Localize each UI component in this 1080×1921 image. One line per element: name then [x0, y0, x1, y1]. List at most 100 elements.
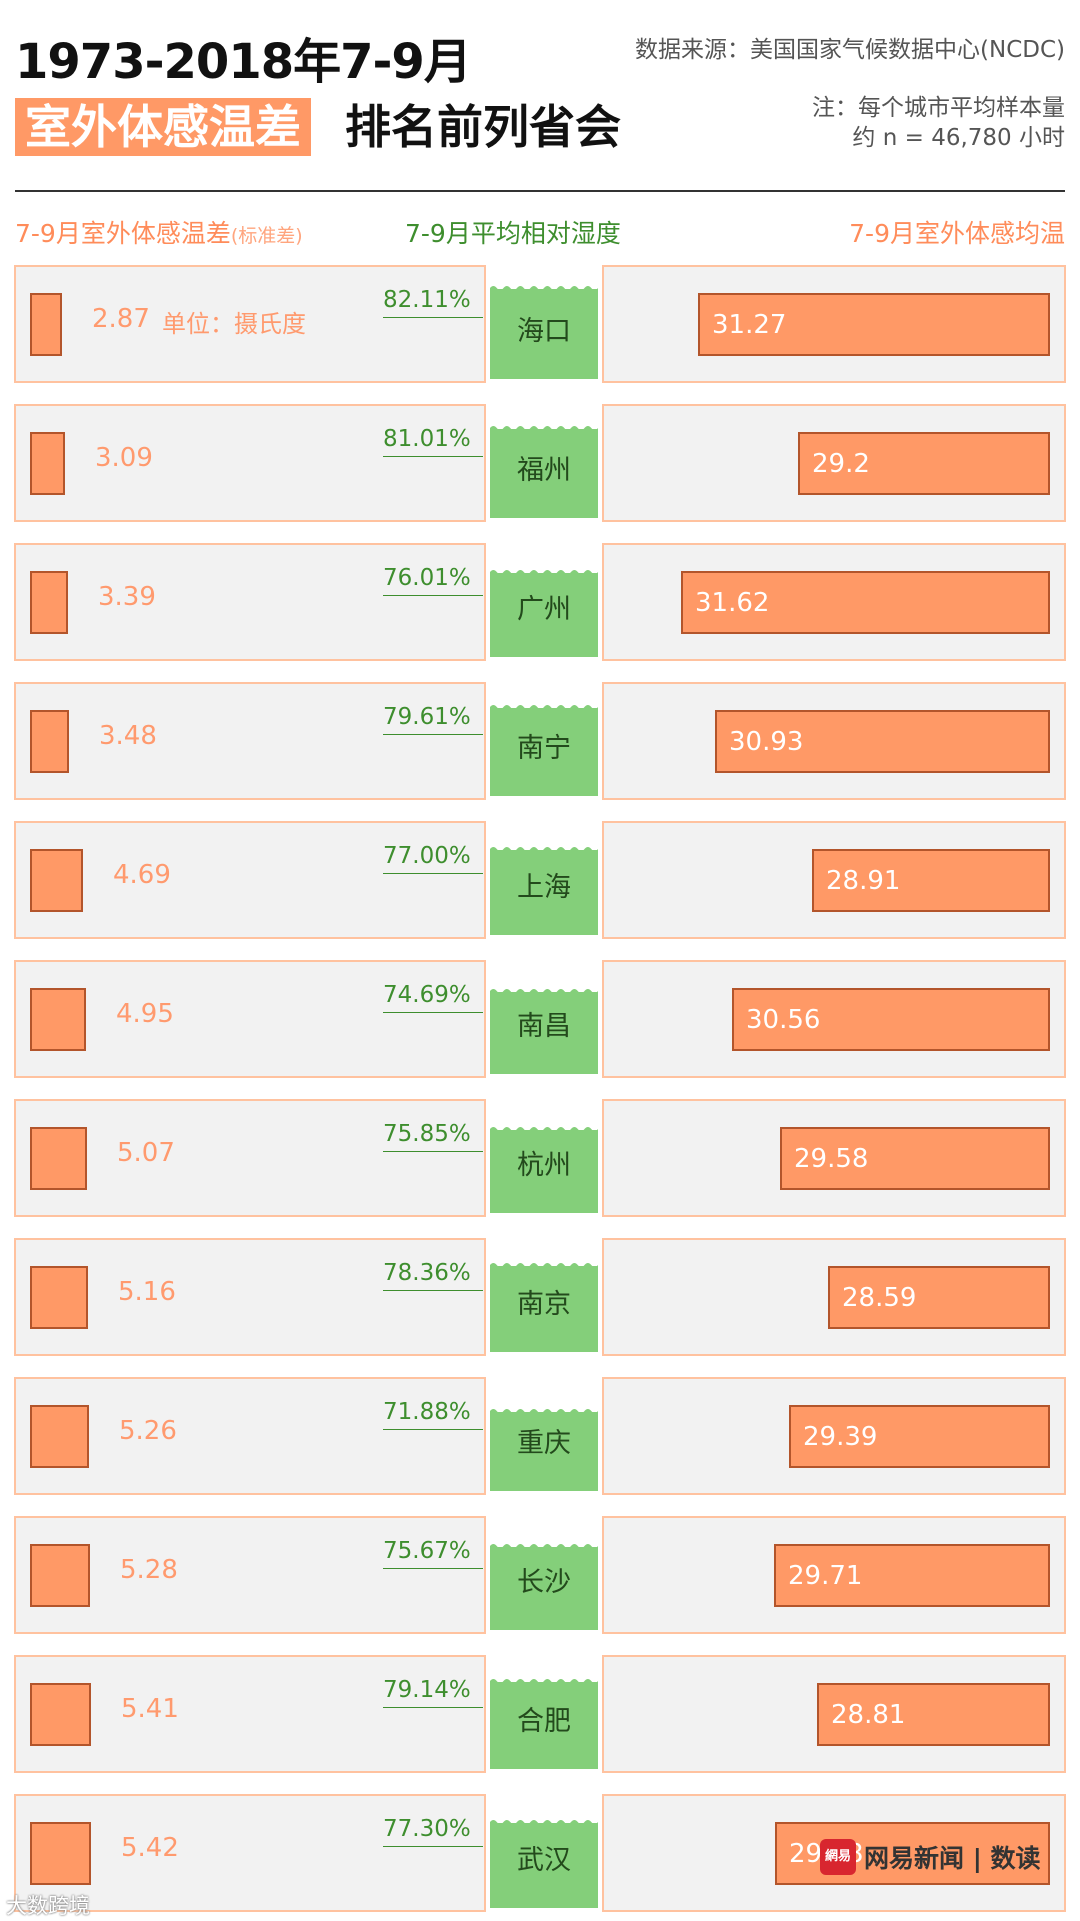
- data-source: 数据来源：美国国家气候数据中心(NCDC): [635, 37, 1065, 63]
- humidity-tick: [383, 456, 483, 457]
- humidity-fill: [490, 1409, 598, 1491]
- humidity-cell: 上海: [484, 821, 604, 939]
- humidity-label: 77.00%: [383, 843, 471, 869]
- temp-diff-label: 5.07: [117, 1138, 175, 1168]
- chart-row: 5.07 75.85% 杭州 29.58: [14, 1099, 1066, 1217]
- avg-temp-label: 30.93: [729, 727, 804, 757]
- watermark: 大数跨境: [6, 1894, 90, 1918]
- sample-note-line2: 约 n = 46,780 小时: [852, 125, 1065, 151]
- humidity-tick: [383, 873, 483, 874]
- avg-temp-bar: 28.59: [828, 1266, 1050, 1329]
- humidity-label: 78.36%: [383, 1260, 471, 1286]
- wave-icon: [490, 1679, 598, 1685]
- humidity-fill: [490, 286, 598, 379]
- humidity-fill: [490, 1679, 598, 1769]
- humidity-label: 79.61%: [383, 704, 471, 730]
- temp-diff-bar: [30, 1544, 90, 1607]
- avg-temp-label: 30.56: [746, 1005, 821, 1035]
- humidity-cell: 海口: [484, 265, 604, 383]
- humidity-label: 75.67%: [383, 1538, 471, 1564]
- humidity-fill: [490, 1263, 598, 1352]
- column-header-temp-diff-note: (标准差): [230, 225, 303, 247]
- chart-row: 5.41 79.14% 合肥 28.81: [14, 1655, 1066, 1773]
- humidity-cell: 长沙: [484, 1516, 604, 1634]
- humidity-fill: [490, 989, 598, 1074]
- temp-diff-bar: [30, 1822, 91, 1885]
- chart-row: 2.87 单位：摄氏度 82.11% 海口 31.27: [14, 265, 1066, 383]
- avg-temp-label: 28.81: [831, 1700, 906, 1730]
- chart-title-rest: 排名前列省会: [345, 100, 621, 154]
- humidity-cell: 南宁: [484, 682, 604, 800]
- unit-label: 单位：摄氏度: [162, 310, 306, 338]
- city-name: 长沙: [517, 1567, 571, 1598]
- header-divider: [15, 190, 1065, 192]
- column-header-temp-diff-label: 7-9月室外体感温差: [15, 219, 231, 248]
- avg-temp-label: 29.2: [812, 449, 870, 479]
- temp-diff-label: 3.39: [98, 582, 156, 612]
- temp-diff-label: 3.09: [95, 443, 153, 473]
- avg-temp-label: 28.91: [826, 866, 901, 896]
- wave-icon: [490, 286, 598, 292]
- city-name: 杭州: [517, 1150, 571, 1181]
- city-name: 南宁: [517, 733, 571, 764]
- humidity-tick: [383, 1290, 483, 1291]
- humidity-fill: [490, 705, 598, 796]
- temp-diff-bar: [30, 1683, 91, 1746]
- temp-diff-label: 5.41: [121, 1694, 179, 1724]
- temp-diff-label: 5.28: [120, 1555, 178, 1585]
- temp-diff-bar: [30, 1127, 87, 1190]
- humidity-tick: [383, 1568, 483, 1569]
- chart-row: 5.28 75.67% 长沙 29.71: [14, 1516, 1066, 1634]
- temp-diff-label: 3.48: [99, 721, 157, 751]
- humidity-label: 76.01%: [383, 565, 471, 591]
- temp-diff-label: 4.95: [116, 999, 174, 1029]
- temp-diff-label: 4.69: [113, 860, 171, 890]
- humidity-tick: [383, 595, 483, 596]
- avg-temp-bar: 31.27: [698, 293, 1050, 356]
- city-name: 合肥: [517, 1706, 571, 1737]
- city-name: 武汉: [517, 1845, 571, 1876]
- temp-diff-bar: [30, 432, 65, 495]
- humidity-tick: [383, 317, 483, 318]
- avg-temp-bar: 29.58: [780, 1127, 1050, 1190]
- wave-icon: [490, 1263, 598, 1269]
- avg-temp-label: 28.59: [842, 1283, 917, 1313]
- temp-diff-label: 2.87: [92, 304, 150, 334]
- humidity-label: 79.14%: [383, 1677, 471, 1703]
- humidity-label: 81.01%: [383, 426, 471, 452]
- humidity-fill: [490, 847, 598, 935]
- wave-icon: [490, 1409, 598, 1415]
- sample-note-line1: 注：每个城市平均样本量: [812, 95, 1065, 121]
- humidity-tick: [383, 1707, 483, 1708]
- temp-diff-bar: [30, 710, 69, 773]
- city-name: 南昌: [517, 1011, 571, 1042]
- humidity-label: 77.30%: [383, 1816, 471, 1842]
- humidity-cell: 广州: [484, 543, 604, 661]
- wave-icon: [490, 1544, 598, 1550]
- wave-icon: [490, 705, 598, 711]
- temp-diff-bar: [30, 1266, 88, 1329]
- wave-icon: [490, 1820, 598, 1826]
- humidity-fill: [490, 570, 598, 657]
- chart-row: 3.39 76.01% 广州 31.62: [14, 543, 1066, 661]
- humidity-cell: 合肥: [484, 1655, 604, 1773]
- column-header-humidity: 7-9月平均相对湿度: [405, 219, 621, 248]
- temp-diff-bar: [30, 293, 62, 356]
- humidity-cell: 福州: [484, 404, 604, 522]
- chart-row: 5.16 78.36% 南京 28.59: [14, 1238, 1066, 1356]
- city-name: 福州: [517, 455, 571, 486]
- chart-title-line1: 1973-2018年7-9月: [15, 34, 472, 90]
- city-name: 上海: [517, 872, 571, 903]
- humidity-tick: [383, 1151, 483, 1152]
- chart-row: 4.69 77.00% 上海 28.91: [14, 821, 1066, 939]
- chart-row: 4.95 74.69% 南昌 30.56: [14, 960, 1066, 1078]
- column-header-avg-temp: 7-9月室外体感均温: [849, 219, 1065, 248]
- humidity-fill: [490, 1820, 598, 1908]
- avg-temp-label: 29.58: [794, 1144, 869, 1174]
- avg-temp-label: 31.62: [695, 588, 770, 618]
- humidity-cell: 南昌: [484, 960, 604, 1078]
- avg-temp-bar: 30.56: [732, 988, 1050, 1051]
- humidity-fill: [490, 1544, 598, 1630]
- avg-temp-bar: 29.2: [798, 432, 1050, 495]
- humidity-cell: 杭州: [484, 1099, 604, 1217]
